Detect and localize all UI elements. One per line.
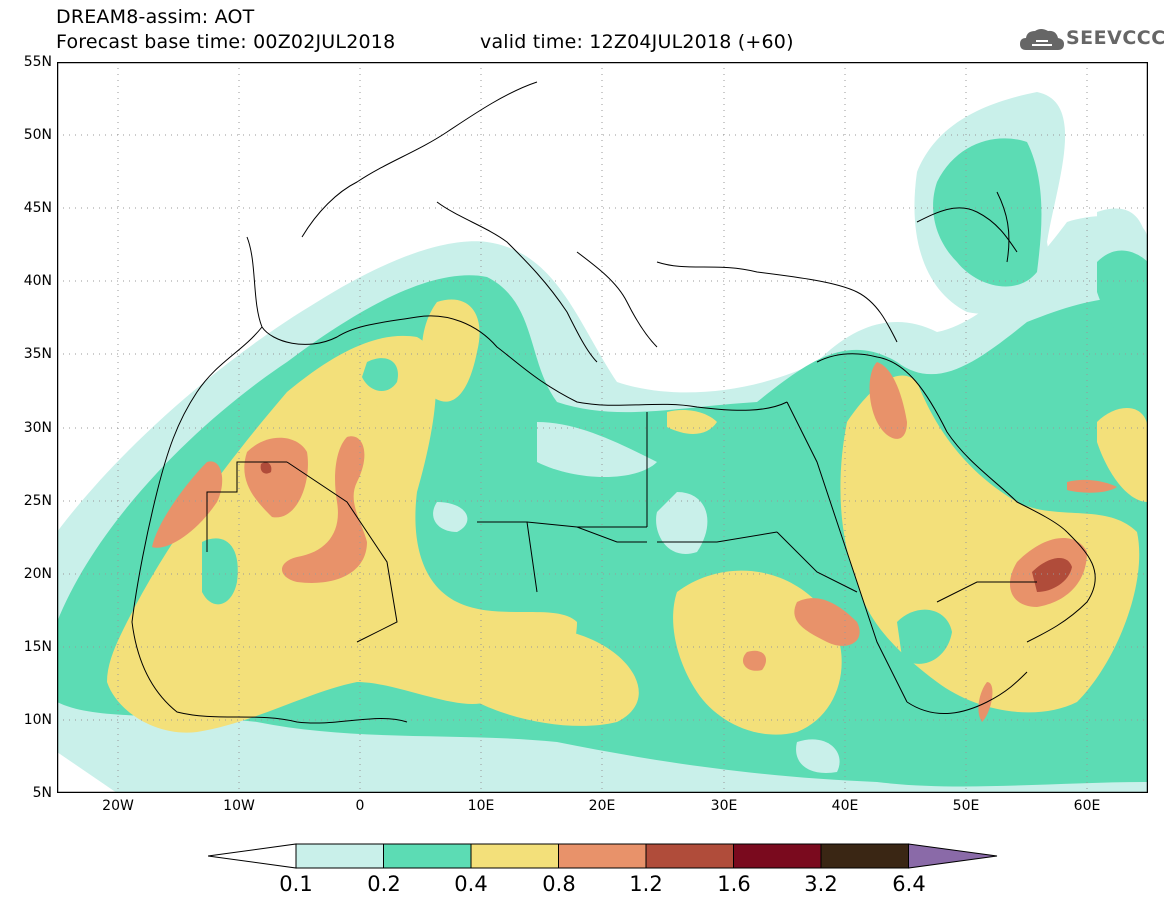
colorbar — [208, 843, 998, 869]
lat-label: 45N — [23, 200, 52, 216]
cloud-logo-icon — [1020, 29, 1064, 50]
colorbar-swatch — [470, 843, 559, 869]
lat-label: 30N — [23, 420, 52, 436]
lat-label: 5N — [32, 785, 52, 801]
colorbar-swatch — [645, 843, 734, 869]
forecast-base-time: Forecast base time: 00Z02JUL2018 — [56, 31, 396, 53]
aot-contour-1.2 — [260, 462, 1072, 592]
map-title: DREAM8-assim: AOT — [56, 6, 255, 28]
aot-map — [57, 62, 1148, 793]
lat-label: 25N — [23, 493, 52, 509]
colorbar-label: 1.6 — [717, 872, 751, 896]
lon-label: 40E — [831, 798, 859, 814]
colorbar-label: 0.8 — [542, 872, 576, 896]
colorbar-label: 3.2 — [804, 872, 838, 896]
lat-label: 10N — [23, 712, 52, 728]
colorbar-swatch — [558, 843, 647, 869]
aot-contour-0.2-holes — [202, 358, 952, 664]
lat-label: 35N — [23, 346, 52, 362]
colorbar-label: 6.4 — [892, 872, 926, 896]
colorbar-swatch — [383, 843, 472, 869]
colorbar-label: 0.1 — [279, 872, 313, 896]
colorbar-swatch — [295, 843, 384, 869]
colorbar-label: 1.2 — [629, 872, 663, 896]
lat-label: 40N — [23, 273, 52, 289]
colorbar-swatch — [820, 843, 909, 869]
coastlines — [131, 81, 1096, 724]
lon-label: 0 — [355, 798, 365, 814]
lon-label: 60E — [1073, 798, 1101, 814]
lat-label: 50N — [23, 127, 52, 143]
lon-label: 20E — [588, 798, 616, 814]
valid-time: valid time: 12Z04JUL2018 (+60) — [480, 31, 794, 53]
colorbar-label: 0.4 — [454, 872, 488, 896]
lon-label: 20W — [102, 798, 134, 814]
lon-label: 50E — [952, 798, 980, 814]
logo-text: SEEVCCC — [1066, 27, 1165, 49]
lat-label: 55N — [23, 54, 52, 70]
lon-label: 30E — [710, 798, 738, 814]
colorbar-label: 0.2 — [367, 872, 401, 896]
colorbar-swatch — [908, 843, 998, 869]
lat-label: 15N — [23, 639, 52, 655]
map-frame — [57, 62, 1148, 793]
lat-label: 20N — [23, 566, 52, 582]
aot-contour-0.1-holes — [433, 422, 840, 773]
lon-label: 10W — [223, 798, 255, 814]
colorbar-swatch — [733, 843, 822, 869]
lon-label: 10E — [467, 798, 495, 814]
